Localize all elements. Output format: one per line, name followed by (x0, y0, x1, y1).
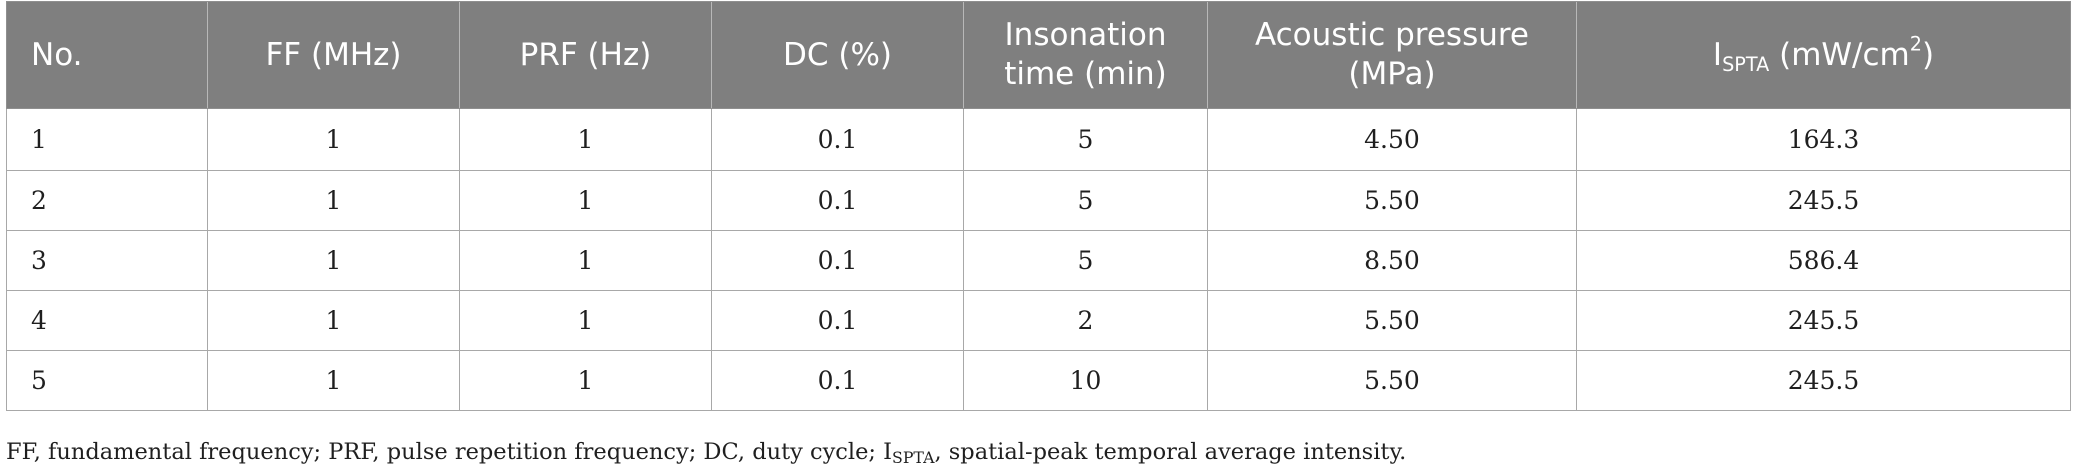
cell-prf: 1 (459, 350, 712, 411)
cell-prf: 1 (459, 108, 712, 171)
cell-pressure: 5.50 (1207, 170, 1577, 231)
header-insonation-line1: Insonation (1004, 17, 1167, 53)
table-row: 3 1 1 0.1 5 8.50 586.4 (6, 230, 2071, 291)
cell-no: 3 (6, 230, 208, 291)
parameters-table: No. FF (MHz) PRF (Hz) DC (%) Insonation … (6, 1, 2071, 411)
cell-ispta: 586.4 (1576, 230, 2071, 291)
header-dc-label: DC (%) (782, 36, 892, 73)
header-insonation-time: Insonation time (min) (963, 1, 1208, 109)
cell-no: 1 (6, 108, 208, 171)
cell-dc: 0.1 (711, 290, 964, 351)
header-dc: DC (%) (711, 1, 964, 109)
footnote-text: FF, fundamental frequency; PRF, pulse re… (6, 439, 893, 465)
cell-dc: 0.1 (711, 230, 964, 291)
table-row: 1 1 1 0.1 5 4.50 164.3 (6, 108, 2071, 171)
cell-time: 2 (963, 290, 1208, 351)
header-acoustic-pressure: Acoustic pressure (MPa) (1207, 1, 1577, 109)
header-pressure-line1: Acoustic pressure (1254, 17, 1530, 53)
cell-ispta: 245.5 (1576, 170, 2071, 231)
header-prf-label: PRF (Hz) (519, 36, 652, 73)
cell-pressure: 4.50 (1207, 108, 1577, 171)
header-ispta-superscript: 2 (1909, 32, 1922, 56)
table-footnote: FF, fundamental frequency; PRF, pulse re… (6, 439, 1406, 465)
header-prf: PRF (Hz) (459, 1, 712, 109)
cell-ff: 1 (207, 230, 460, 291)
cell-dc: 0.1 (711, 170, 964, 231)
header-ispta: ISPTA (mW/cm2) (1576, 1, 2071, 109)
cell-ispta: 164.3 (1576, 108, 2071, 171)
cell-ff: 1 (207, 170, 460, 231)
cell-dc: 0.1 (711, 350, 964, 411)
cell-time: 5 (963, 230, 1208, 291)
table-row: 5 1 1 0.1 10 5.50 245.5 (6, 350, 2071, 411)
header-ff-label: FF (MHz) (265, 36, 402, 73)
header-no-label: No. (31, 36, 83, 73)
cell-dc: 0.1 (711, 108, 964, 171)
cell-pressure: 8.50 (1207, 230, 1577, 291)
cell-ispta: 245.5 (1576, 350, 2071, 411)
header-ispta-subscript: SPTA (1722, 52, 1770, 76)
header-ff: FF (MHz) (207, 1, 460, 109)
cell-time: 5 (963, 170, 1208, 231)
header-no: No. (6, 1, 208, 109)
cell-ff: 1 (207, 350, 460, 411)
cell-prf: 1 (459, 230, 712, 291)
header-ispta-base: I (1712, 36, 1723, 73)
cell-prf: 1 (459, 290, 712, 351)
table-row: 4 1 1 0.1 2 5.50 245.5 (6, 290, 2071, 351)
header-insonation-line2: time (min) (1004, 56, 1167, 92)
header-ispta-unit: (mW/cm (1779, 36, 1910, 73)
cell-time: 10 (963, 350, 1208, 411)
header-row: No. FF (MHz) PRF (Hz) DC (%) Insonation … (6, 1, 2071, 109)
cell-time: 5 (963, 108, 1208, 171)
cell-pressure: 5.50 (1207, 350, 1577, 411)
cell-ff: 1 (207, 290, 460, 351)
header-pressure-line2: (MPa) (1348, 56, 1436, 92)
cell-pressure: 5.50 (1207, 290, 1577, 351)
table-row: 2 1 1 0.1 5 5.50 245.5 (6, 170, 2071, 231)
cell-no: 4 (6, 290, 208, 351)
footnote-text-end: , spatial-peak temporal average intensit… (934, 439, 1407, 465)
cell-ff: 1 (207, 108, 460, 171)
cell-no: 2 (6, 170, 208, 231)
header-ispta-close: ) (1921, 36, 1935, 73)
footnote-subscript: SPTA (892, 447, 935, 467)
cell-prf: 1 (459, 170, 712, 231)
cell-no: 5 (6, 350, 208, 411)
cell-ispta: 245.5 (1576, 290, 2071, 351)
